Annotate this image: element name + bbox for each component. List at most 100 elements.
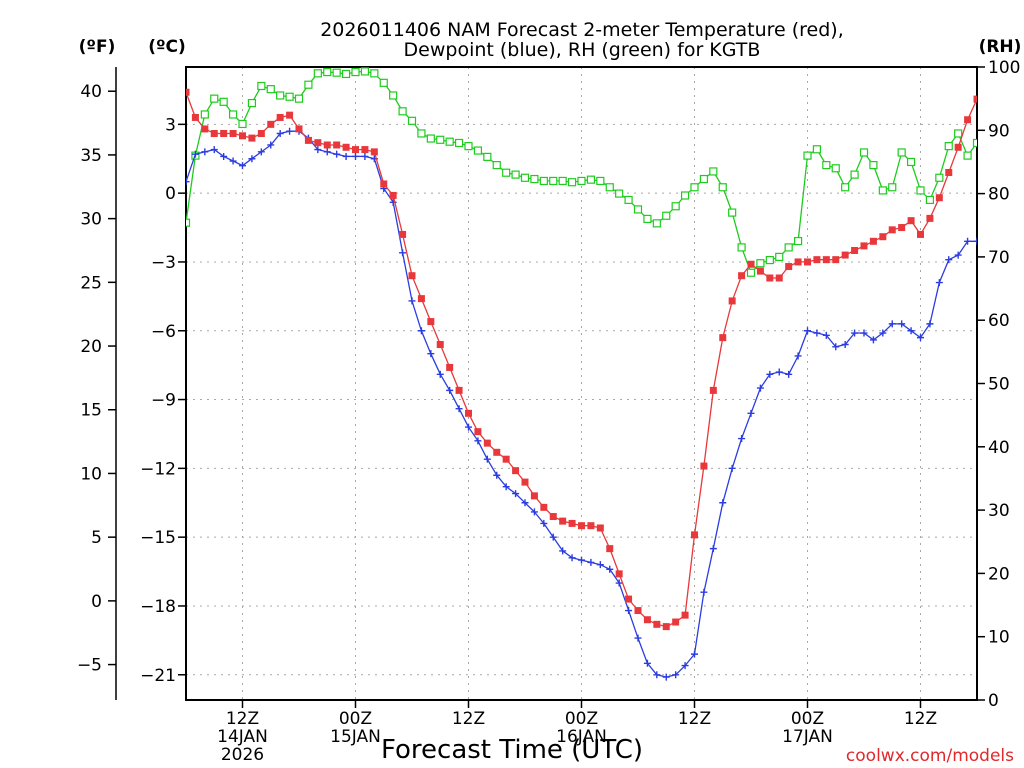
rh-point — [558, 176, 567, 186]
temp-point — [530, 492, 538, 500]
rh-point — [511, 170, 520, 179]
dewpoint-point — [286, 127, 294, 135]
temp-point — [521, 478, 529, 486]
dewpoint-point — [436, 370, 444, 378]
dewpoint-point — [267, 141, 275, 149]
dewpoint-point — [474, 437, 482, 445]
y-tick-label-f: 25 — [80, 273, 102, 293]
dewpoint-point — [257, 148, 265, 156]
dewpoint-point — [606, 565, 614, 573]
temp-point — [191, 113, 199, 121]
temp-point — [841, 251, 849, 259]
x-axis-label: Forecast Time (UTC) — [381, 735, 643, 765]
rh-point — [728, 208, 737, 217]
celsius-axis-label: (ºC) — [148, 37, 186, 57]
temp-point — [719, 334, 727, 342]
dewpoint-point — [907, 327, 915, 335]
dewpoint-point — [220, 152, 228, 160]
rh-point — [596, 176, 605, 186]
y-tick-label-rh: 100 — [988, 58, 1020, 78]
series-rh — [186, 67, 990, 277]
gridlines — [186, 67, 977, 700]
temp-point — [832, 256, 840, 264]
rh-point — [238, 119, 247, 129]
rh-point — [671, 202, 680, 211]
dewpoint-point — [643, 659, 651, 667]
y-tick-label-rh: 0 — [988, 691, 999, 711]
rh-point — [454, 138, 464, 148]
rh-point — [983, 162, 990, 169]
temp-point — [352, 146, 359, 154]
rh-axis-label: (RH) — [979, 37, 1022, 57]
temp-point — [973, 95, 977, 103]
temp-point — [540, 503, 548, 511]
temp-point — [286, 111, 294, 119]
x-tick-label: 16JAN — [556, 727, 607, 747]
dewpoint-point — [417, 327, 425, 335]
dewpoint-point — [832, 343, 840, 351]
dewpoint-point — [229, 157, 237, 165]
temp-point — [907, 217, 915, 225]
temp-point — [314, 139, 322, 147]
y-tick-label-rh: 10 — [988, 628, 1010, 648]
temp-point — [653, 620, 661, 628]
rh-point — [906, 157, 916, 167]
dewpoint-point — [634, 634, 642, 642]
rh-point — [709, 167, 718, 176]
rh-point — [445, 137, 454, 146]
rh-point — [492, 161, 501, 170]
temp-point — [502, 455, 510, 463]
dewpoint-point — [766, 370, 774, 378]
dewpoint-point — [709, 545, 717, 553]
dewpoint-point — [879, 329, 887, 337]
dewpoint-point — [841, 341, 849, 349]
x-tick-label: 00Z — [339, 709, 372, 729]
dewpoint-point — [333, 150, 341, 158]
temp-point — [898, 224, 906, 232]
temp-point — [822, 256, 830, 264]
temp-point — [295, 125, 303, 133]
rh-point — [793, 236, 803, 246]
dewpoint-point — [427, 350, 435, 358]
dewpoint-point — [493, 471, 501, 479]
rh-point — [210, 94, 219, 103]
temp-point — [606, 545, 614, 553]
rh-point — [624, 195, 633, 205]
rh-point — [398, 107, 407, 116]
temp-point — [766, 274, 774, 282]
dewpoint-point — [615, 579, 623, 587]
temp-point — [361, 146, 369, 154]
temp-point — [625, 595, 633, 603]
rh-point — [756, 259, 765, 268]
axes: 30−3−6−9−12−15−18−214035302520151050−501… — [77, 58, 1021, 711]
x-tick-label: 12Z — [226, 709, 259, 729]
y-tick-label-c: −15 — [140, 528, 176, 548]
dewpoint-point — [399, 249, 407, 257]
temp-point — [465, 409, 472, 417]
y-tick-label-rh: 50 — [988, 375, 1010, 395]
rh-point — [549, 176, 558, 186]
rh-point — [859, 148, 869, 157]
temp-point — [954, 143, 962, 151]
y-tick-label-c: −21 — [140, 666, 176, 686]
dewpoint-point — [521, 499, 529, 507]
dewpoint-point — [954, 251, 962, 259]
temp-point — [210, 130, 218, 138]
rh-point — [944, 142, 953, 151]
temp-point — [634, 607, 642, 615]
temp-point — [304, 136, 312, 144]
chart-title-line1: 2026011406 NAM Forecast 2-meter Temperat… — [320, 19, 844, 41]
temp-point — [926, 214, 934, 222]
temp-point — [935, 194, 943, 202]
rh-point — [379, 78, 388, 87]
temp-point — [578, 522, 585, 530]
rh-point — [765, 255, 774, 265]
y-tick-label-c: 0 — [165, 184, 176, 204]
temp-point — [747, 260, 755, 268]
rh-point — [888, 183, 897, 192]
series-layer — [186, 67, 990, 681]
rh-point — [935, 173, 944, 182]
rh-point — [954, 129, 963, 138]
rh-point — [228, 110, 238, 119]
